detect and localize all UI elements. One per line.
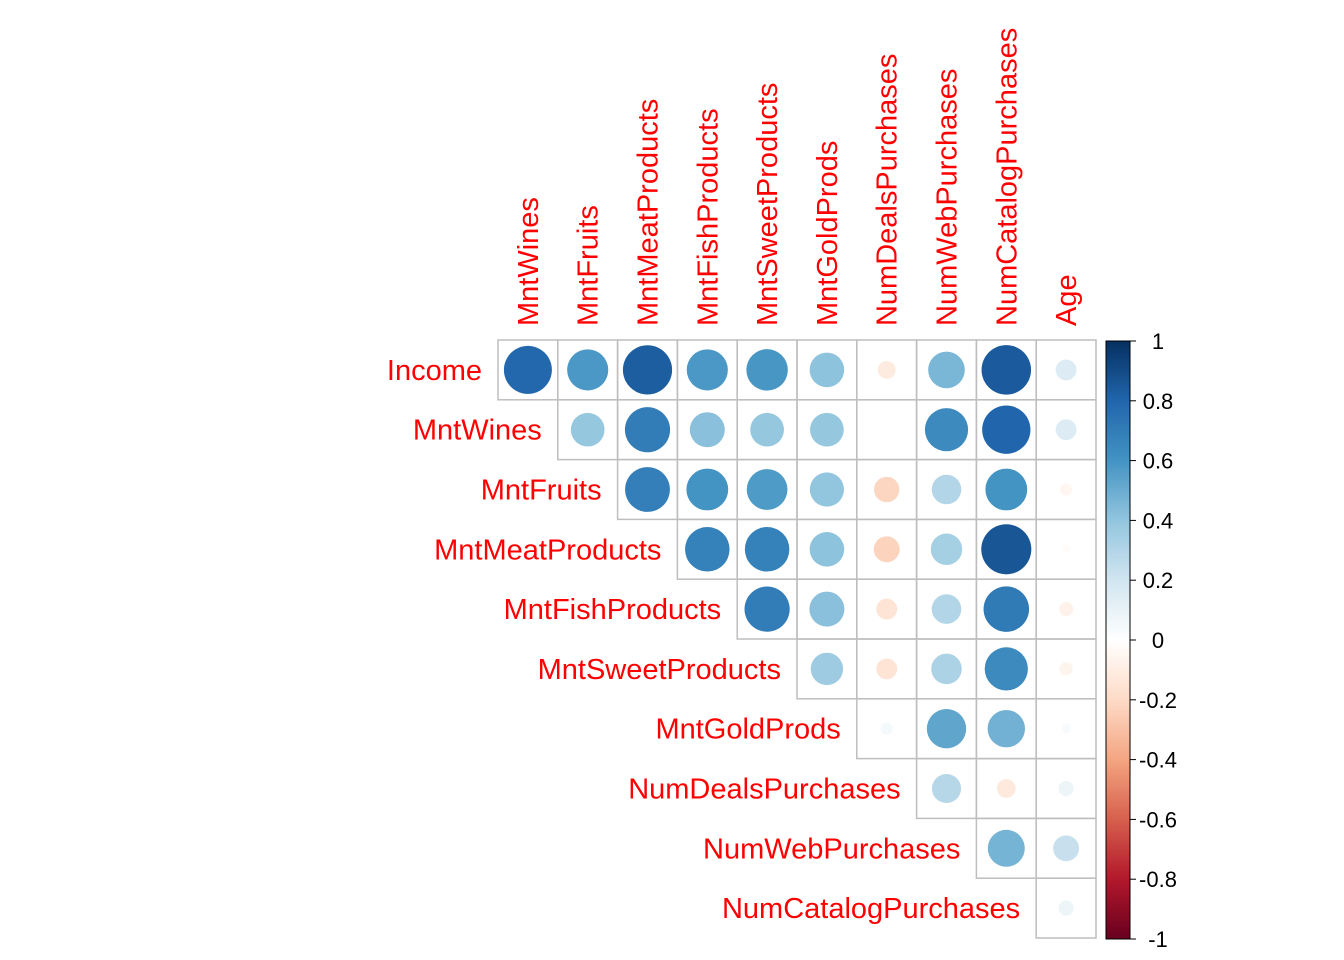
row-label: MntWines bbox=[413, 415, 542, 447]
correlation-circle-MntFishProducts-NumDealsPurchases bbox=[876, 598, 898, 620]
correlation-circle-MntFishProducts-MntSweetProducts bbox=[744, 586, 790, 632]
colorbar-tick-label: 0.4 bbox=[1143, 508, 1174, 533]
correlation-circle-Income-MntGoldProds bbox=[809, 352, 845, 388]
grid-lines bbox=[497, 339, 1097, 939]
correlation-circle-MntMeatProducts-Age bbox=[1062, 545, 1070, 554]
row-label: MntSweetProducts bbox=[538, 654, 781, 686]
colorbar-tick-label: 1 bbox=[1152, 329, 1164, 354]
correlation-circle-MntMeatProducts-MntGoldProds bbox=[809, 532, 845, 567]
correlation-circle-Income-MntMeatProducts bbox=[622, 345, 673, 395]
correlation-circle-MntFruits-NumDealsPurchases bbox=[874, 476, 900, 503]
correlation-circle-MntMeatProducts-NumDealsPurchases bbox=[873, 536, 900, 563]
correlation-circle-Income-MntWines bbox=[503, 345, 552, 394]
correlation-circle-NumDealsPurchases-NumWebPurchases bbox=[931, 773, 962, 804]
correlation-circle-MntSweetProducts-NumCatalogPurchases bbox=[984, 647, 1028, 691]
correlation-circle-MntSweetProducts-NumDealsPurchases bbox=[876, 658, 898, 680]
correlation-circle-MntFruits-MntFishProducts bbox=[686, 468, 729, 511]
column-label: Age bbox=[1051, 274, 1083, 326]
correlation-circle-Income-NumWebPurchases bbox=[928, 351, 965, 389]
correlation-circle-MntGoldProds-NumWebPurchases bbox=[926, 709, 967, 749]
correlation-circle-MntSweetProducts-MntGoldProds bbox=[810, 652, 844, 686]
correlation-circle-MntFishProducts-NumCatalogPurchases bbox=[983, 586, 1030, 632]
colorbar-tick-label: 0 bbox=[1152, 628, 1164, 653]
row-label: NumDealsPurchases bbox=[628, 774, 900, 806]
column-label: NumCatalogPurchases bbox=[991, 28, 1023, 326]
row-label: NumWebPurchases bbox=[703, 833, 960, 865]
colorbar-gradient bbox=[1105, 340, 1131, 940]
correlation-circle-Income-MntFruits bbox=[567, 349, 609, 391]
colorbar: -1 -0.8 -0.6 -0.4 -0.2 0 0.2 0.4 0.6 0.8 1 bbox=[1105, 329, 1177, 952]
correlation-circle-NumDealsPurchases-NumCatalogPurchases bbox=[996, 779, 1016, 798]
column-labels: MntWines MntFruits MntMeatProducts MntFishP… bbox=[513, 28, 1083, 326]
correlation-circle-MntFruits-NumCatalogPurchases bbox=[985, 468, 1028, 511]
correlation-circle-MntMeatProducts-NumCatalogPurchases bbox=[981, 524, 1032, 575]
correlation-circle-Income-NumDealsPurchases bbox=[877, 360, 896, 379]
correlation-circle-Income-NumCatalogPurchases bbox=[981, 345, 1032, 395]
colorbar-tick-label: -0.6 bbox=[1139, 807, 1177, 832]
row-label: MntFruits bbox=[481, 475, 602, 507]
correlation-circle-Income-MntFishProducts bbox=[686, 349, 728, 391]
row-label: Income bbox=[387, 355, 482, 387]
colorbar-tick-label: 0.6 bbox=[1143, 449, 1174, 474]
correlation-circle-Income-MntSweetProducts bbox=[746, 349, 788, 391]
colorbar-tick-label: -0.2 bbox=[1139, 688, 1177, 713]
correlation-circle-MntFishProducts-MntGoldProds bbox=[809, 591, 845, 627]
column-label: MntFishProducts bbox=[692, 108, 724, 326]
correlation-circle-MntWines-MntSweetProducts bbox=[750, 412, 784, 447]
colorbar-tick-label: -0.8 bbox=[1139, 867, 1177, 892]
colorbar-tick-label: 0.8 bbox=[1143, 389, 1174, 414]
column-label: MntSweetProducts bbox=[752, 83, 784, 326]
correlation-circle-MntFruits-Age bbox=[1060, 483, 1073, 496]
column-label: MntFruits bbox=[573, 205, 605, 326]
correlation-circle-MntWines-NumDealsPurchases bbox=[884, 427, 890, 433]
correlation-circle-MntFruits-MntGoldProds bbox=[809, 472, 844, 507]
column-label: NumWebPurchases bbox=[932, 69, 964, 326]
correlation-circle-MntSweetProducts-NumWebPurchases bbox=[931, 653, 962, 685]
correlation-circles bbox=[503, 345, 1080, 916]
colorbar-tick-label: -1 bbox=[1148, 927, 1168, 952]
correlation-circle-MntWines-MntMeatProducts bbox=[624, 407, 671, 453]
correlation-circle-MntWines-MntFruits bbox=[570, 412, 605, 447]
correlation-circle-NumWebPurchases-NumCatalogPurchases bbox=[987, 829, 1025, 867]
correlation-circle-MntSweetProducts-Age bbox=[1059, 662, 1073, 676]
correlation-circle-MntFishProducts-NumWebPurchases bbox=[931, 594, 962, 624]
correlation-circle-MntWines-Age bbox=[1055, 419, 1077, 441]
correlation-circle-NumWebPurchases-Age bbox=[1053, 835, 1080, 862]
correlation-circle-MntWines-MntFishProducts bbox=[689, 412, 725, 448]
correlation-circle-MntWines-NumWebPurchases bbox=[924, 408, 969, 452]
row-label: MntFishProducts bbox=[504, 594, 722, 626]
correlation-circle-MntFruits-NumWebPurchases bbox=[931, 474, 962, 505]
correlation-circle-Income-Age bbox=[1055, 359, 1077, 381]
row-label: MntGoldProds bbox=[655, 714, 840, 746]
colorbar-tick-label: 0.2 bbox=[1143, 568, 1174, 593]
row-label: NumCatalogPurchases bbox=[722, 893, 1020, 925]
correlation-circle-MntWines-MntGoldProds bbox=[810, 412, 844, 447]
correlation-circle-MntGoldProds-NumCatalogPurchases bbox=[987, 709, 1026, 748]
column-label: MntMeatProducts bbox=[633, 99, 665, 326]
column-label: NumDealsPurchases bbox=[872, 54, 904, 326]
grid-cell bbox=[1035, 877, 1097, 939]
correlation-circle-MntMeatProducts-NumWebPurchases bbox=[930, 533, 963, 566]
colorbar-tick-label: -0.4 bbox=[1139, 748, 1177, 773]
correlation-circle-MntMeatProducts-MntSweetProducts bbox=[744, 527, 790, 572]
correlation-circle-MntFishProducts-Age bbox=[1058, 601, 1074, 617]
row-labels: Income MntWines MntFruits MntMeatProducts Mn… bbox=[387, 355, 1020, 925]
correlation-circle-MntGoldProds-NumDealsPurchases bbox=[880, 722, 893, 735]
correlation-circle-MntFruits-MntSweetProducts bbox=[746, 469, 788, 510]
column-label: MntGoldProds bbox=[812, 141, 844, 326]
correlation-circle-MntGoldProds-Age bbox=[1061, 724, 1071, 734]
correlation-circle-NumDealsPurchases-Age bbox=[1058, 780, 1074, 797]
row-label: MntMeatProducts bbox=[434, 534, 661, 566]
correlation-circle-MntWines-NumCatalogPurchases bbox=[982, 405, 1031, 454]
correlation-circle-MntMeatProducts-MntFishProducts bbox=[685, 527, 730, 572]
correlation-circle-MntFruits-MntMeatProducts bbox=[625, 467, 670, 512]
column-label: MntWines bbox=[513, 197, 545, 326]
correlation-circle-NumCatalogPurchases-Age bbox=[1058, 900, 1074, 916]
